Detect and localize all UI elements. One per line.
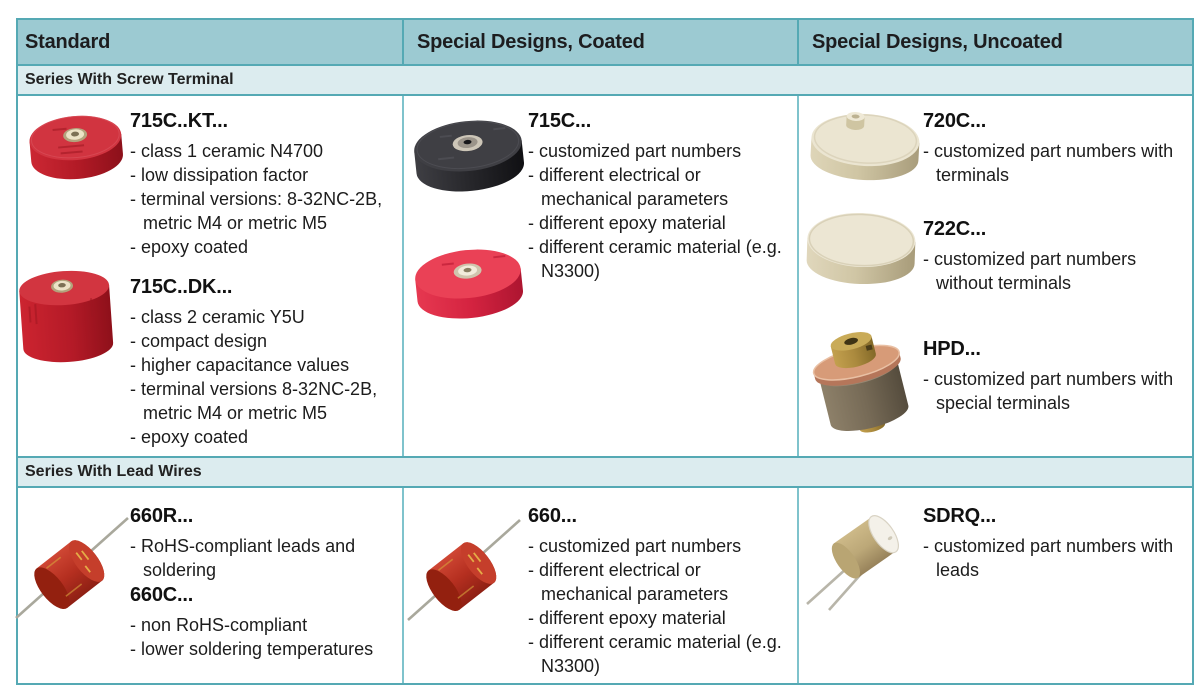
table-cell: 715C..KT... - class 1 ceramic N4700 - low … <box>18 96 404 456</box>
product-entry: 720C... - customized part numbers with te… <box>923 109 1186 187</box>
product-feature: - different ceramic material (e.g. N3300… <box>528 237 782 281</box>
product-code: SDRQ... <box>923 505 997 527</box>
red-disc-capacitor-axial-lead-2-photo <box>406 512 522 624</box>
table-cell: 660R... - RoHS-compliant leads and solder… <box>15 488 404 683</box>
red-capacitor-screw-terminal-photo <box>24 102 128 188</box>
table-row: 660R... - RoHS-compliant leads and solder… <box>15 488 1192 683</box>
product-feature: - terminal versions: 8-32NC-2B, metric M… <box>130 189 383 233</box>
product-entry: 722C... - customized part numbers without… <box>923 217 1186 295</box>
product-code: 715C..DK... <box>130 276 233 298</box>
crimson-capacitor-photo <box>410 238 528 330</box>
product-feature: - higher capacitance values <box>130 355 350 375</box>
product-code: 660C... <box>130 584 194 606</box>
product-feature: - compact design <box>130 331 268 351</box>
section-band: Series With Screw Terminal <box>18 64 1192 96</box>
column-header-special-designs-uncoated: Special Designs, Uncoated <box>812 30 1063 53</box>
product-entry: HPD... - customized part numbers with spe… <box>923 337 1186 415</box>
product-entry: SDRQ... - customized part numbers with le… <box>923 504 1186 582</box>
section-band: Series With Lead Wires <box>18 456 1192 488</box>
product-feature: - epoxy coated <box>130 427 249 447</box>
product-code: 715C... <box>528 110 592 132</box>
table-row: 715C..KT... - class 1 ceramic N4700 - low … <box>18 96 1192 456</box>
product-code: 722C... <box>923 218 987 240</box>
product-code: 660R... <box>130 505 194 527</box>
product-feature: - customized part numbers <box>528 536 742 556</box>
product-entry: 660C... - non RoHS-compliant - lower solde… <box>130 583 396 661</box>
column-header-standard: Standard <box>18 20 404 64</box>
black-capacitor-photo <box>408 108 530 205</box>
cell-text: 715C..KT... - class 1 ceramic N4700 - low … <box>130 96 396 456</box>
hpd-capacitor-photo <box>799 326 925 444</box>
product-code: HPD... <box>923 338 981 360</box>
table-header-row: Standard Special Designs, Coated Special… <box>18 20 1192 64</box>
product-feature: - different ceramic material (e.g. N3300… <box>528 632 782 676</box>
product-feature: - lower soldering temperatures <box>130 639 374 659</box>
product-code: 660... <box>528 505 577 527</box>
product-feature: - customized part numbers with terminals <box>923 141 1174 185</box>
product-feature: - customized part numbers with special t… <box>923 369 1174 413</box>
table-cell: 720C... - customized part numbers with te… <box>799 96 1192 456</box>
red-capacitor-compact-photo <box>16 264 116 370</box>
cell-text: 660R... - RoHS-compliant leads and solder… <box>130 488 396 683</box>
product-feature: - customized part numbers without termin… <box>923 249 1137 293</box>
product-feature: - epoxy coated <box>130 237 249 257</box>
table-cell: SDRQ... - customized part numbers with le… <box>799 488 1192 683</box>
table-cell: 660... - customized part numbers - differe… <box>404 488 799 683</box>
product-feature: - different epoxy material <box>528 213 726 233</box>
product-feature: - class 1 ceramic N4700 <box>130 141 324 161</box>
product-feature: - RoHS-compliant leads and soldering <box>130 536 356 580</box>
cell-text: 715C... - customized part numbers - differ… <box>528 96 791 456</box>
cell-text: SDRQ... - customized part numbers with le… <box>923 488 1186 683</box>
table-cell: 715C... - customized part numbers - differ… <box>404 96 799 456</box>
red-disc-capacitor-axial-lead-photo <box>14 510 130 622</box>
cream-capacitor-with-terminal-photo <box>805 104 925 192</box>
product-feature: - non RoHS-compliant <box>130 615 308 635</box>
selector-guide-table: Standard Special Designs, Coated Special… <box>15 18 1194 685</box>
product-entry: 715C..DK... - class 2 ceramic Y5U - compac… <box>130 275 396 449</box>
cell-text: 660... - customized part numbers - differe… <box>528 488 791 683</box>
product-code: 720C... <box>923 110 987 132</box>
product-feature: - customized part numbers <box>528 141 742 161</box>
product-feature: - customized part numbers with leads <box>923 536 1174 580</box>
cell-text: 720C... - customized part numbers with te… <box>923 96 1186 456</box>
cream-capacitor-plain-photo <box>801 206 921 297</box>
product-feature: - different electrical or mechanical par… <box>528 560 729 604</box>
section-title: Series With Screw Terminal <box>25 71 234 88</box>
product-feature: - low dissipation factor <box>130 165 309 185</box>
section-title: Series With Lead Wires <box>25 463 202 480</box>
product-code: 715C..KT... <box>130 110 228 132</box>
product-feature: - different epoxy material <box>528 608 726 628</box>
product-feature: - class 2 ceramic Y5U <box>130 307 305 327</box>
product-feature: - terminal versions 8-32NC-2B, metric M4… <box>130 379 378 423</box>
column-header-special-designs-coated: Special Designs, Coated <box>404 20 799 64</box>
tan-capacitor-radial-leads-photo <box>801 506 913 612</box>
product-feature: - different electrical or mechanical par… <box>528 165 729 209</box>
product-entry: 660... - customized part numbers - differe… <box>528 504 791 678</box>
product-entry: 715C..KT... - class 1 ceramic N4700 - low … <box>130 109 396 259</box>
product-entry: 715C... - customized part numbers - differ… <box>528 109 791 283</box>
product-entry: 660R... - RoHS-compliant leads and solder… <box>130 504 396 582</box>
